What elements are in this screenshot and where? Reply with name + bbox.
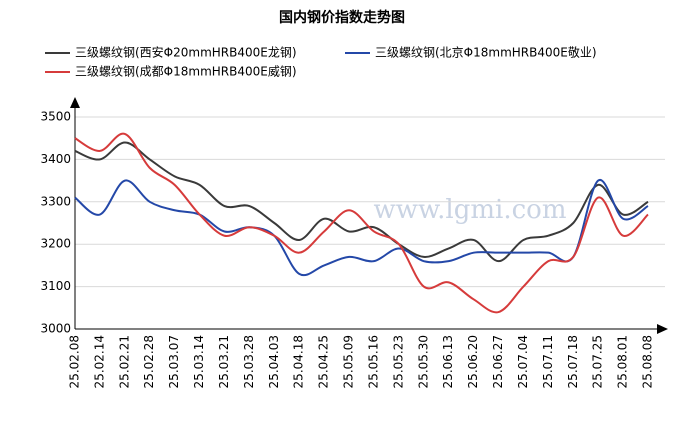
y-tick-label: 3400 [40, 152, 71, 166]
chart-title: 国内钢价指数走势图 [279, 9, 405, 26]
y-tick-label: 3500 [40, 110, 71, 124]
x-tick-label: 25.06.13 [441, 335, 455, 388]
x-tick-label: 25.03.07 [167, 335, 181, 388]
x-tick-label: 25.04.18 [292, 335, 306, 388]
legend-label: 三级螺纹钢(北京Φ18mmHRB400E敬业) [375, 46, 597, 60]
x-tick-label: 25.07.25 [591, 335, 605, 388]
x-tick-label: 25.03.21 [217, 335, 231, 388]
x-tick-label: 25.05.16 [366, 335, 380, 388]
x-tick-label: 25.05.09 [342, 335, 356, 388]
x-tick-label: 25.08.08 [641, 335, 655, 388]
x-tick-label: 25.05.23 [391, 335, 405, 388]
legend-label: 三级螺纹钢(成都Φ18mmHRB400E威钢) [75, 65, 297, 79]
x-tick-label: 25.07.04 [516, 335, 530, 388]
x-tick-label: 25.02.28 [142, 335, 156, 388]
y-tick-label: 3000 [40, 322, 71, 336]
x-tick-label: 25.03.14 [192, 335, 206, 388]
series-line [74, 141, 649, 263]
x-arrow [657, 324, 668, 334]
x-tick-label: 25.03.28 [242, 335, 256, 388]
x-tick-label: 25.02.14 [92, 335, 106, 388]
watermark: www.lgmi.com [373, 195, 566, 225]
y-tick-label: 3100 [40, 279, 71, 293]
y-tick-label: 3200 [40, 237, 71, 251]
x-tick-label: 25.02.21 [117, 335, 131, 388]
x-tick-label: 25.06.20 [466, 335, 480, 388]
y-tick-label: 3300 [40, 194, 71, 208]
x-tick-label: 25.05.30 [416, 335, 430, 388]
x-tick-label: 25.06.27 [491, 335, 505, 388]
y-arrow [70, 97, 80, 108]
series-line [74, 132, 649, 314]
x-tick-label: 25.07.18 [566, 335, 580, 388]
x-tick-label: 25.02.08 [68, 335, 82, 388]
x-tick-label: 25.07.11 [541, 335, 555, 388]
x-tick-label: 25.08.01 [616, 335, 630, 388]
series-line [74, 179, 649, 277]
x-tick-label: 25.04.03 [267, 335, 281, 388]
x-tick-label: 25.04.25 [317, 335, 331, 388]
legend-label: 三级螺纹钢(西安Φ20mmHRB400E龙钢) [75, 45, 297, 60]
